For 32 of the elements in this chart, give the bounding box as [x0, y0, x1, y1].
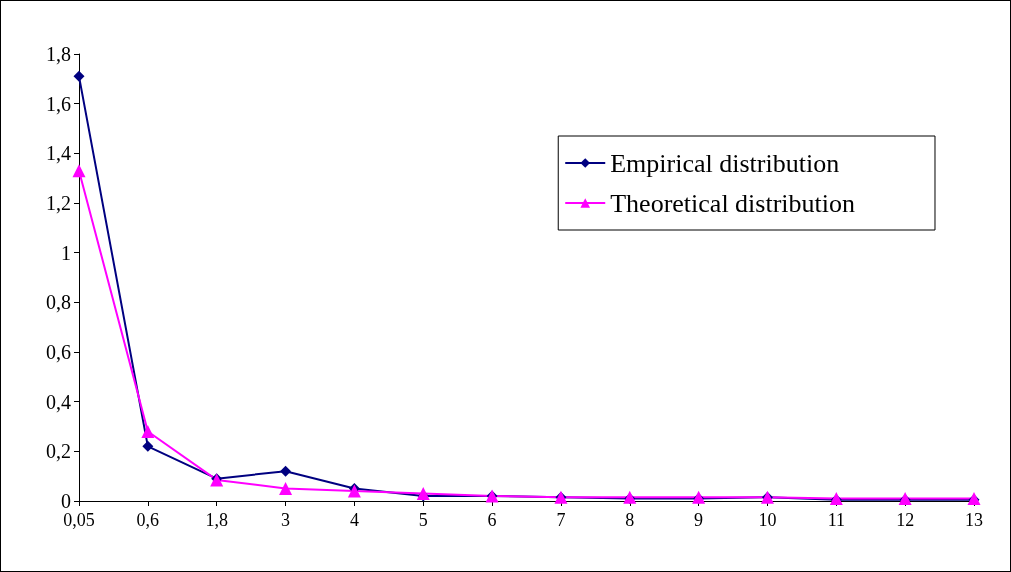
x-tick-label: 12 [896, 510, 915, 530]
y-tick-label: 0,6 [46, 341, 71, 363]
x-tick-label: 0,05 [63, 510, 95, 530]
point [72, 164, 86, 178]
y-tick-label: 1,2 [46, 192, 71, 214]
y-tick-label: 0,2 [46, 440, 71, 463]
point [142, 440, 154, 452]
x-tick-label: 3 [281, 510, 291, 530]
x-tick-label: 4 [349, 510, 359, 530]
x-tick-label: 8 [625, 510, 635, 530]
x-tick-label: 13 [965, 510, 983, 530]
point [141, 424, 155, 438]
point [73, 70, 85, 82]
y-tick-label: 1,6 [46, 92, 71, 115]
legend-label: Empirical distribution [610, 148, 840, 178]
legend-label: Theoretical distribution [610, 188, 855, 218]
y-tick-label: 0,8 [46, 291, 71, 314]
x-tick-label: 9 [694, 510, 704, 530]
x-tick-label: 11 [827, 510, 845, 530]
x-tick-label: 7 [556, 510, 566, 530]
x-tick-label: 6 [487, 510, 497, 530]
point [280, 465, 292, 477]
x-tick-label: 10 [758, 510, 777, 530]
point [279, 482, 293, 496]
y-tick-label: 1,4 [46, 142, 71, 165]
y-tick-label: 0,4 [46, 390, 71, 413]
y-tick-label: 1 [61, 241, 71, 264]
y-tick-label: 1,8 [46, 43, 71, 65]
x-tick-label: 1,8 [205, 510, 228, 530]
y-tick-label: 0 [61, 490, 71, 512]
x-tick-label: 5 [418, 510, 428, 530]
x-tick-label: 0,6 [136, 510, 160, 530]
